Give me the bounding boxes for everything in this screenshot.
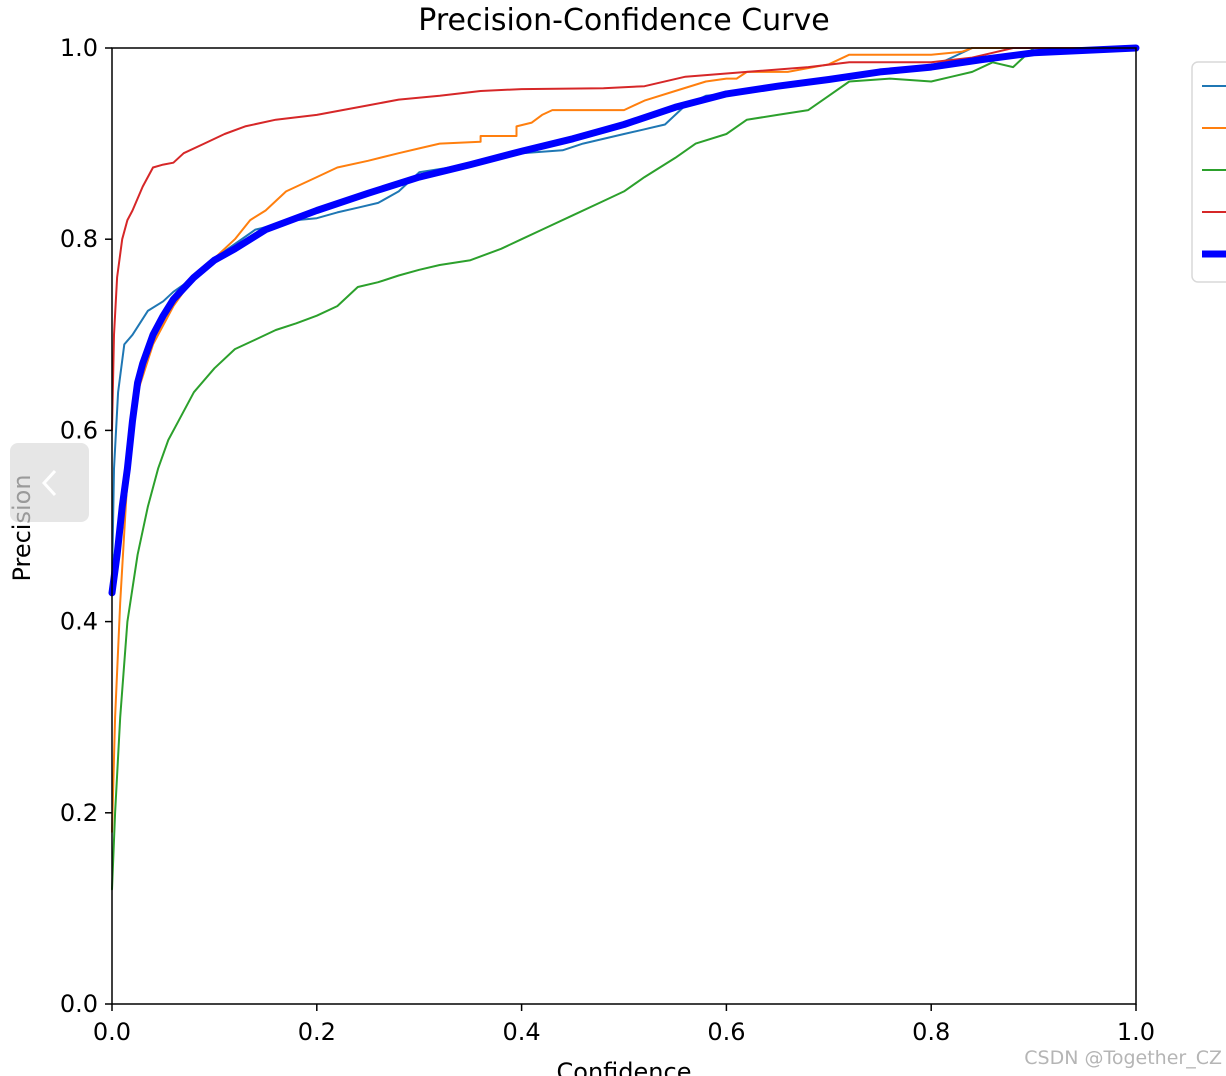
y-tick-label: 1.0 <box>60 34 98 62</box>
y-tick-label: 0.0 <box>60 990 98 1018</box>
ticks-layer: 0.0 0.2 0.4 0.6 0.8 1.0 0.0 0.2 0.4 0.6 0.8 1.0 <box>60 34 1155 1046</box>
series-line-3 <box>111 47 1137 891</box>
chevron-left-icon <box>41 469 56 496</box>
y-tick-label: 0.2 <box>60 799 98 827</box>
series-line-4 <box>111 47 1137 432</box>
legend-items <box>1202 85 1226 258</box>
plot-frame <box>111 47 1137 1005</box>
back-nav-button[interactable] <box>10 443 89 522</box>
x-tick-label: 1.0 <box>1117 1018 1155 1046</box>
y-tick-label: 0.8 <box>60 225 98 253</box>
legend-box <box>1191 61 1226 283</box>
y-tick-label: 0.6 <box>60 416 98 444</box>
x-tick-label: 0.6 <box>707 1018 745 1046</box>
x-tick-label: 0.8 <box>912 1018 950 1046</box>
x-tick-label: 0.0 <box>93 1018 131 1046</box>
x-tick-label: 0.2 <box>298 1018 336 1046</box>
legend <box>1191 61 1226 283</box>
y-tick-label: 0.4 <box>60 608 98 636</box>
x-axis-label: Confidence <box>557 1058 692 1076</box>
series-layer <box>108 44 1140 891</box>
watermark-text: CSDN @Together_CZ <box>1024 1047 1222 1069</box>
chart-title: Precision-Confidence Curve <box>418 3 829 38</box>
series-line-5 <box>108 44 1140 597</box>
x-tick-label: 0.4 <box>503 1018 541 1046</box>
